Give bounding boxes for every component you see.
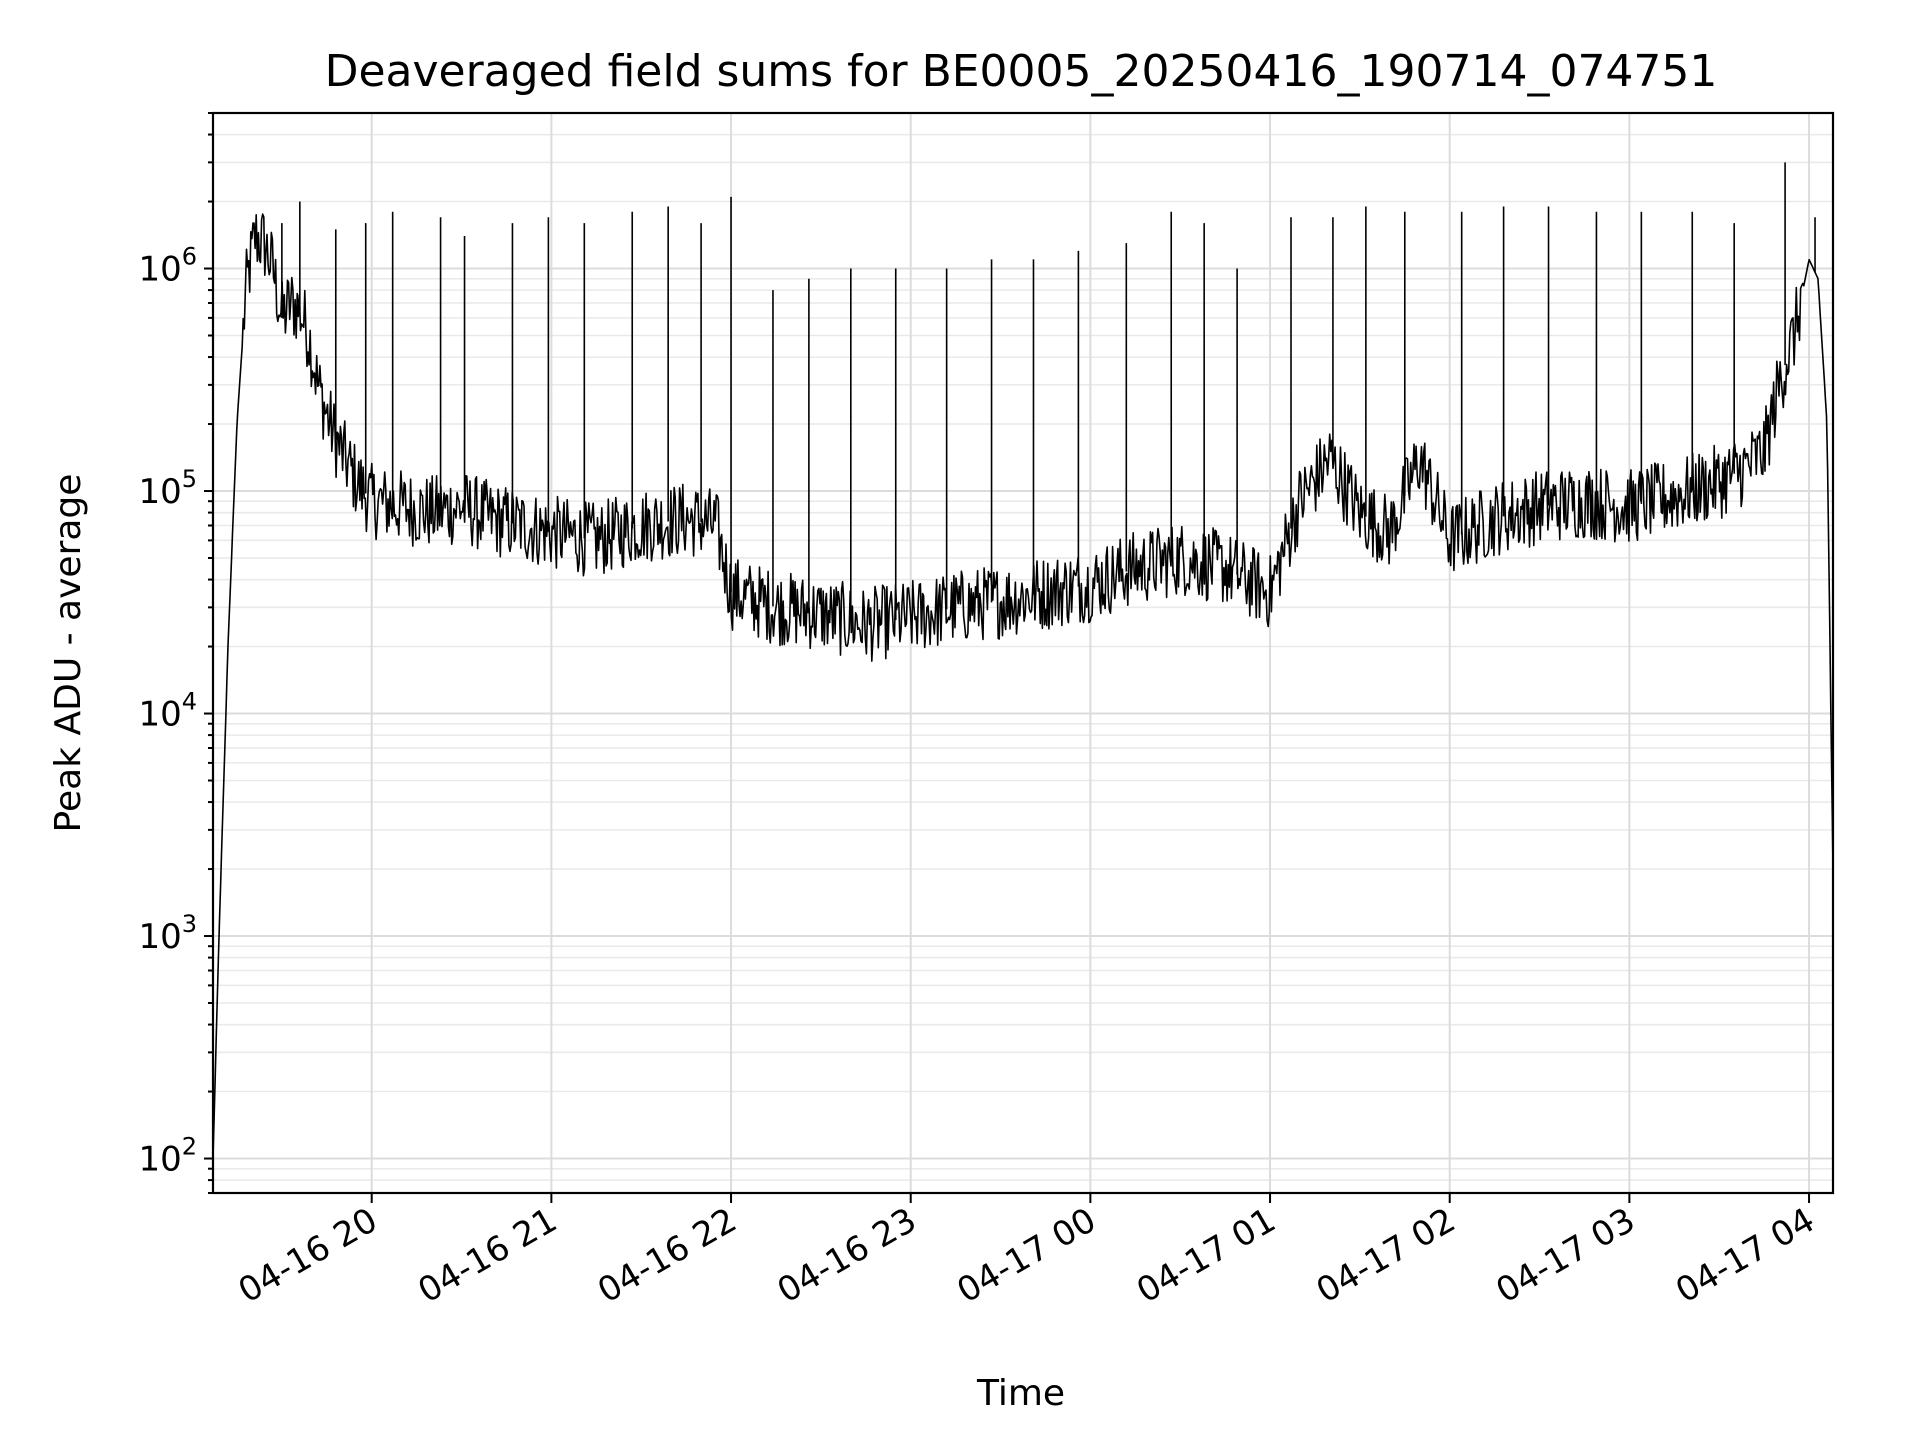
y-tick-label: 102 xyxy=(138,1133,197,1180)
y-tick-label: 103 xyxy=(138,910,197,957)
plot-frame xyxy=(211,111,1835,1195)
plot-area xyxy=(213,162,1833,1159)
y-tick-label: 104 xyxy=(138,688,197,735)
y-tick-label: 105 xyxy=(138,465,197,512)
y-axis: 102 103 104 105 106 xyxy=(138,112,213,1194)
y-tick-label: 106 xyxy=(138,243,197,290)
minor-gridlines xyxy=(213,112,1833,1194)
spike-lines xyxy=(281,162,1816,622)
x-axis-label: Time xyxy=(976,1373,1065,1414)
chart-title: Deaveraged field sums for BE0005_2025041… xyxy=(325,46,1718,97)
y-axis-label: Peak ADU - average xyxy=(48,474,89,833)
series-line xyxy=(213,213,1833,1159)
